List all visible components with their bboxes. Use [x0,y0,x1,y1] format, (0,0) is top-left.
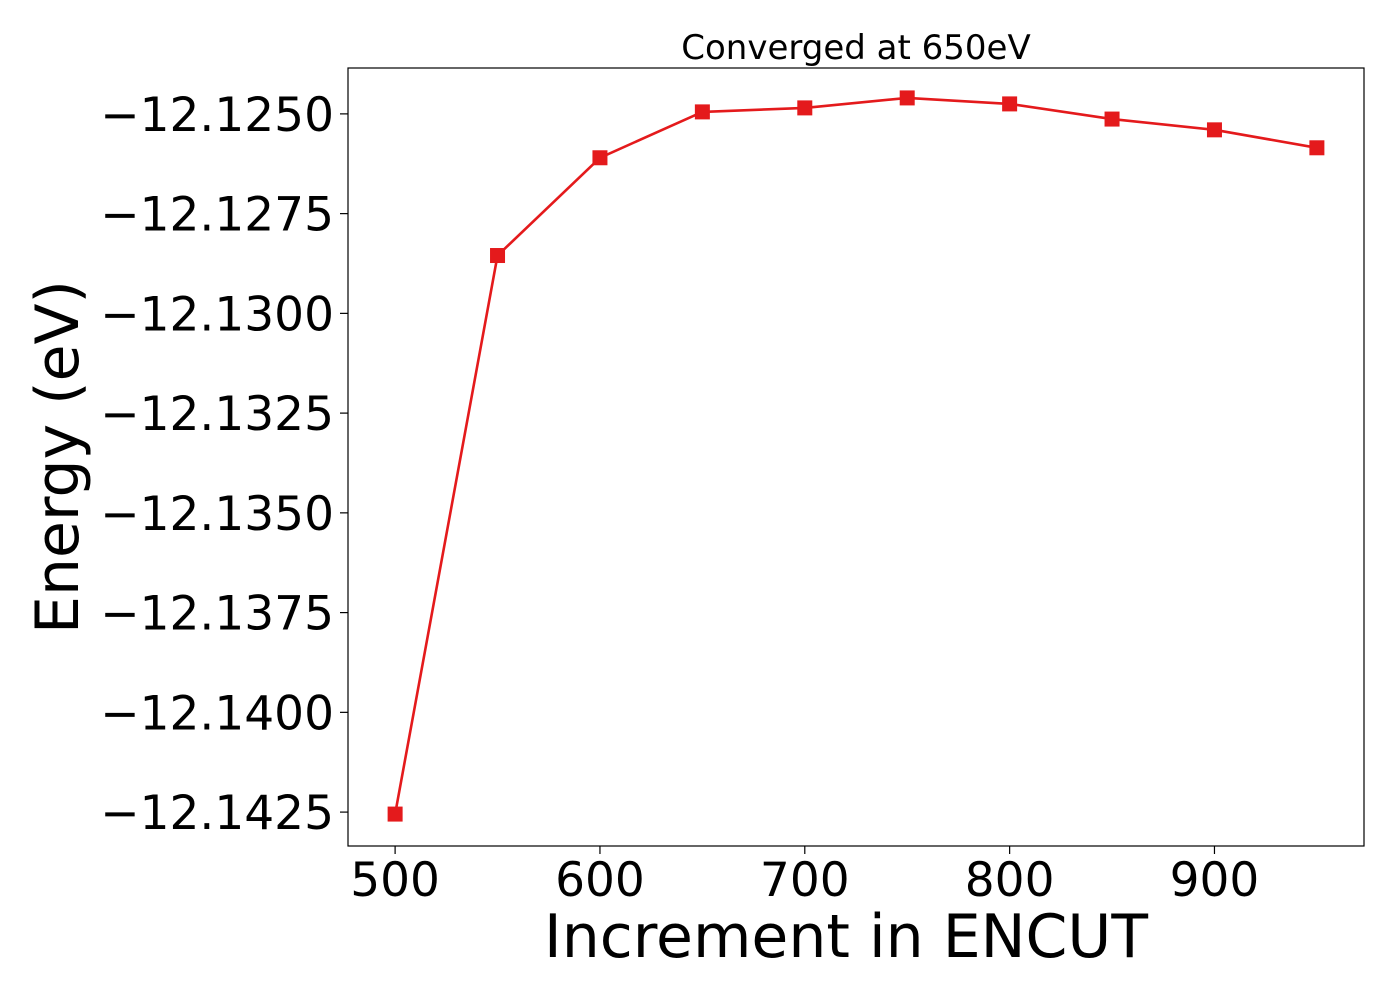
data-point-marker [1104,111,1120,127]
x-tick-label: 600 [555,853,645,908]
y-axis-label: Energy (eV) [23,280,93,634]
data-point-marker [592,150,608,166]
x-axis-ticks: 500 600 700 800 900 [350,846,1259,908]
x-axis-label: Increment in ENCUT [544,902,1148,972]
data-point-marker [387,806,403,822]
y-tick-label: −12.1300 [100,287,334,342]
data-point-marker [1206,122,1222,138]
chart-title: Converged at 650eV [681,28,1030,68]
y-tick-label: −12.1275 [100,188,334,243]
y-tick-label: −12.1425 [100,786,334,841]
y-tick-label: −12.1400 [100,686,334,741]
y-tick-label: −12.1350 [100,487,334,542]
y-tick-label: −12.1375 [100,587,334,642]
data-point-marker [694,104,710,120]
data-point-marker [899,90,915,106]
data-point-marker [1309,140,1325,156]
x-tick-label: 700 [760,853,850,908]
x-tick-label: 500 [350,853,440,908]
x-tick-label: 800 [965,853,1055,908]
y-axis-ticks: −12.1250 −12.1275 −12.1300 −12.1325 −12.1350… [100,88,348,841]
x-tick-label: 900 [1170,853,1260,908]
plot-frame [347,67,1365,847]
y-tick-label: −12.1325 [100,387,334,442]
y-tick-label: −12.1250 [100,88,334,143]
series-layer [387,90,1325,822]
data-point-marker [1002,96,1018,112]
data-point-marker [490,248,506,264]
series-line [393,96,1318,815]
data-point-marker [797,100,813,116]
